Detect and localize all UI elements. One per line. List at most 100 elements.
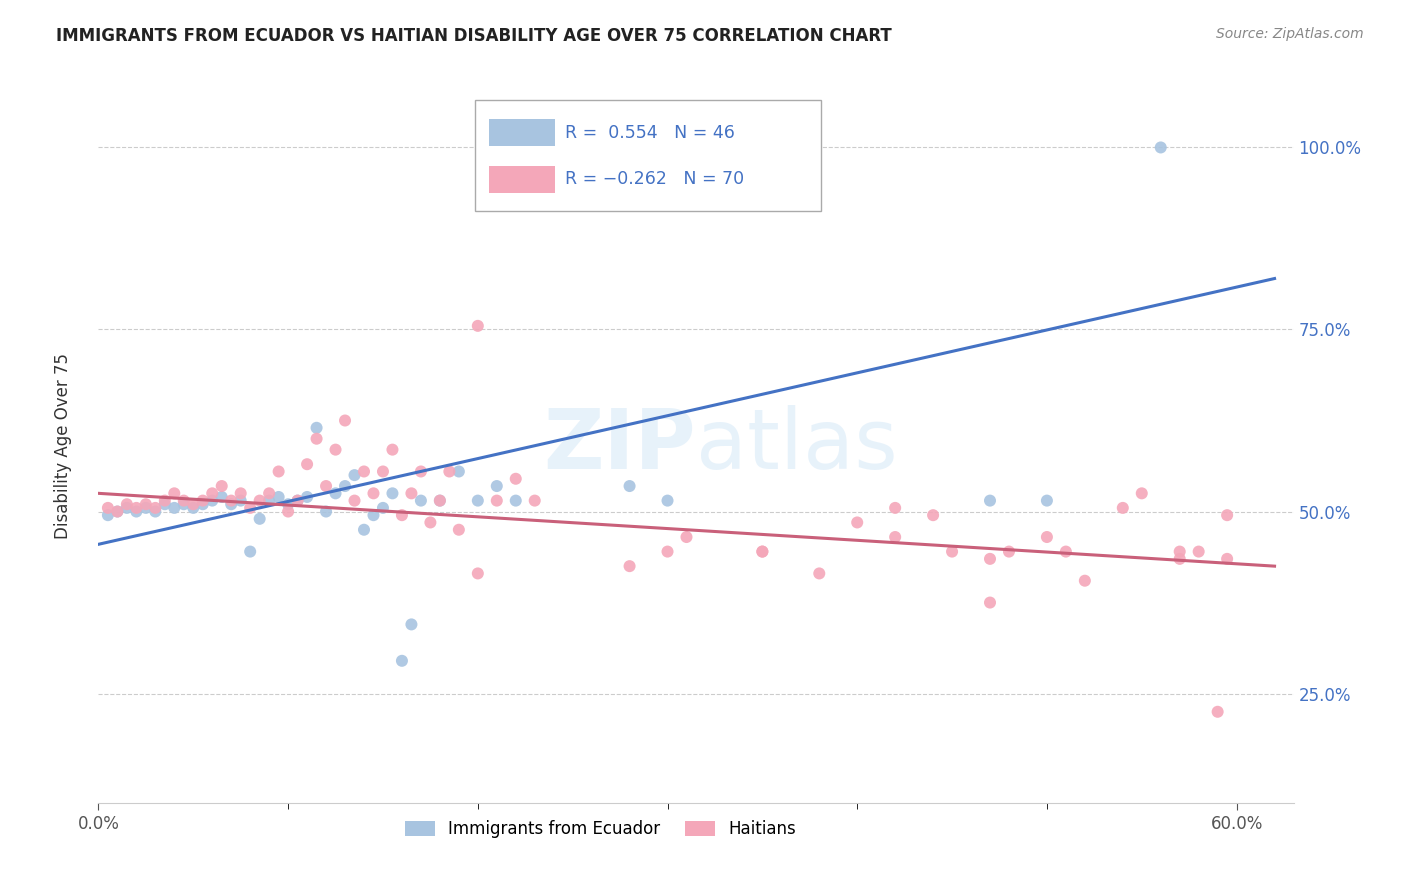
Point — [447, 465, 470, 479]
Point — [229, 486, 252, 500]
Point — [467, 493, 489, 508]
Point — [371, 465, 394, 479]
Point — [143, 500, 166, 515]
Bar — [489, 166, 555, 193]
FancyBboxPatch shape — [475, 100, 821, 211]
Point — [211, 479, 233, 493]
Point — [401, 617, 423, 632]
Point — [505, 472, 527, 486]
Point — [173, 497, 195, 511]
Point — [619, 559, 641, 574]
Point — [391, 654, 413, 668]
Point — [325, 486, 347, 500]
Point — [922, 508, 945, 523]
Point — [447, 523, 470, 537]
Point — [153, 497, 176, 511]
Point — [277, 497, 299, 511]
Point — [1036, 493, 1059, 508]
Point — [163, 500, 186, 515]
Point — [371, 500, 394, 515]
Point — [979, 493, 1001, 508]
Point — [267, 465, 290, 479]
Point — [105, 504, 128, 518]
Bar — [489, 120, 555, 146]
Point — [1112, 500, 1135, 515]
Point — [429, 493, 451, 508]
Point — [409, 465, 432, 479]
Point — [115, 497, 138, 511]
Point — [97, 508, 120, 523]
Point — [135, 497, 157, 511]
Point — [619, 479, 641, 493]
Point — [808, 566, 831, 581]
Point — [363, 486, 385, 500]
Point — [115, 500, 138, 515]
Point — [267, 490, 290, 504]
Point — [143, 504, 166, 518]
Text: atlas: atlas — [696, 406, 897, 486]
Text: R = −0.262   N = 70: R = −0.262 N = 70 — [565, 170, 744, 188]
Point — [287, 493, 309, 508]
Point — [409, 493, 432, 508]
Point — [675, 530, 697, 544]
Point — [485, 479, 508, 493]
Point — [1168, 544, 1191, 558]
Point — [381, 442, 404, 457]
Point — [201, 486, 224, 500]
Point — [391, 508, 413, 523]
Text: ZIP: ZIP — [544, 406, 696, 486]
Point — [239, 544, 262, 558]
Point — [1216, 508, 1239, 523]
Point — [884, 500, 907, 515]
Point — [429, 493, 451, 508]
Point — [125, 504, 148, 518]
Point — [657, 544, 679, 558]
Point — [884, 530, 907, 544]
Point — [219, 497, 242, 511]
Point — [363, 508, 385, 523]
Point — [305, 432, 328, 446]
Point — [257, 486, 280, 500]
Legend: Immigrants from Ecuador, Haitians: Immigrants from Ecuador, Haitians — [398, 814, 803, 845]
Point — [439, 465, 461, 479]
Point — [105, 504, 128, 518]
Point — [135, 500, 157, 515]
Point — [751, 544, 773, 558]
Point — [485, 493, 508, 508]
Point — [295, 457, 318, 471]
Point — [333, 479, 356, 493]
Point — [257, 493, 280, 508]
Point — [419, 516, 441, 530]
Text: Disability Age Over 75: Disability Age Over 75 — [55, 353, 72, 539]
Point — [153, 493, 176, 508]
Text: Source: ZipAtlas.com: Source: ZipAtlas.com — [1216, 27, 1364, 41]
Point — [1130, 486, 1153, 500]
Point — [125, 500, 148, 515]
Point — [523, 493, 546, 508]
Point — [1216, 552, 1239, 566]
Point — [1168, 552, 1191, 566]
Point — [333, 413, 356, 427]
Point — [941, 544, 963, 558]
Point — [998, 544, 1021, 558]
Point — [295, 490, 318, 504]
Point — [1188, 544, 1211, 558]
Point — [381, 486, 404, 500]
Point — [211, 490, 233, 504]
Text: IMMIGRANTS FROM ECUADOR VS HAITIAN DISABILITY AGE OVER 75 CORRELATION CHART: IMMIGRANTS FROM ECUADOR VS HAITIAN DISAB… — [56, 27, 891, 45]
Point — [343, 468, 366, 483]
Point — [229, 493, 252, 508]
Point — [287, 493, 309, 508]
Point — [467, 566, 489, 581]
Point — [249, 512, 271, 526]
Point — [219, 493, 242, 508]
Point — [657, 493, 679, 508]
Text: R =  0.554   N = 46: R = 0.554 N = 46 — [565, 124, 734, 142]
Point — [315, 479, 337, 493]
Point — [343, 493, 366, 508]
Point — [325, 442, 347, 457]
Point — [353, 465, 375, 479]
Point — [1036, 530, 1059, 544]
Point — [1054, 544, 1077, 558]
Point — [1150, 140, 1173, 154]
